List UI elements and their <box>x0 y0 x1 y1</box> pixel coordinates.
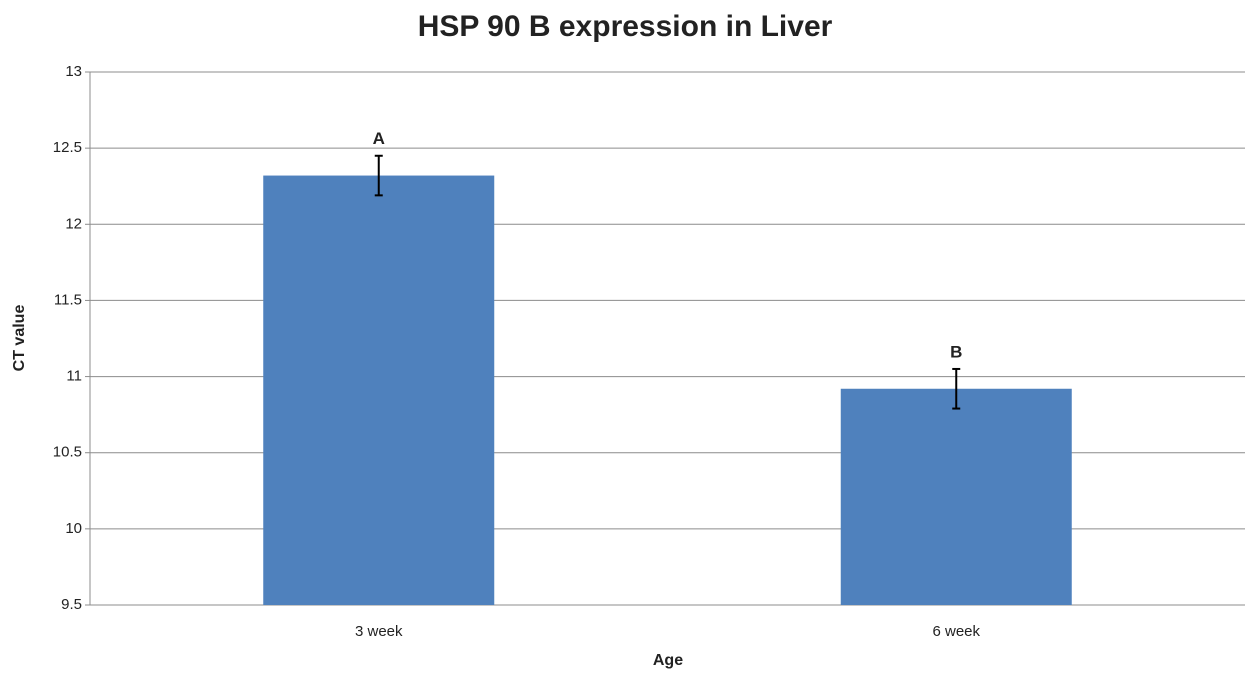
y-tick-label: 12 <box>65 215 82 232</box>
annotation: A <box>373 129 385 148</box>
y-tick-label: 9.5 <box>61 596 82 613</box>
y-tick-label: 11 <box>66 368 82 385</box>
bar <box>840 388 1072 605</box>
y-tick-label: 12.5 <box>53 139 82 156</box>
x-axis-label: Age <box>653 652 683 669</box>
error-bar <box>374 154 383 197</box>
y-tick-label: 11.5 <box>54 291 82 308</box>
bar <box>263 175 495 605</box>
error-bar <box>952 367 961 410</box>
annotation: B <box>950 342 962 361</box>
x-tick-label: 6 week <box>932 623 980 640</box>
y-tick-label: 13 <box>65 63 82 80</box>
y-tick-label: 10.5 <box>53 444 82 461</box>
y-tick-label: 10 <box>65 520 82 537</box>
y-axis-label: CT value <box>11 305 28 372</box>
x-tick-label: 3 week <box>355 623 403 640</box>
chart-title: HSP 90 B expression in Liver <box>418 10 833 43</box>
